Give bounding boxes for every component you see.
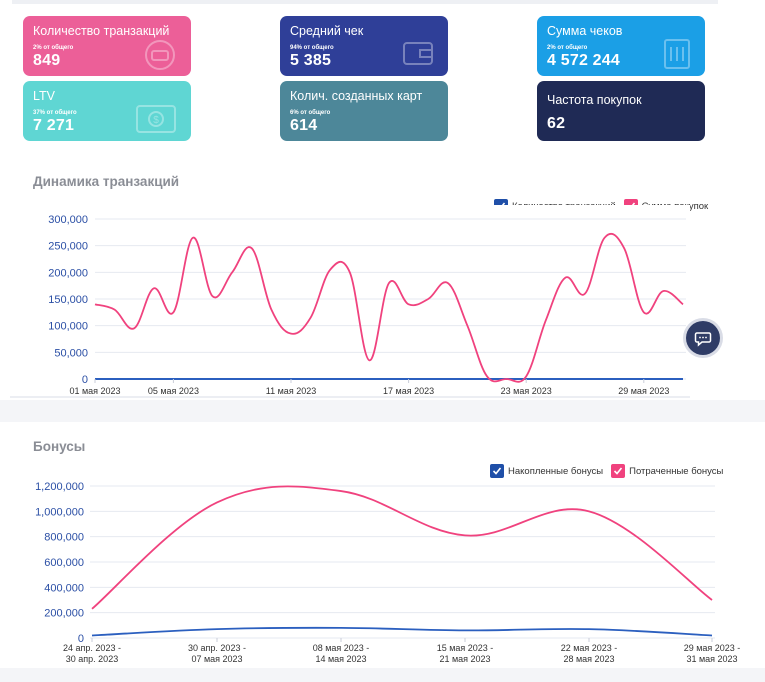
checkbox-checked-icon[interactable]: [611, 464, 626, 478]
x-tick-label: 17 мая 2023: [383, 386, 434, 396]
section-divider: [0, 400, 765, 422]
card-sub: 2% от общего: [547, 45, 588, 51]
x-tick-label: 30 апр. 2023 -: [188, 643, 246, 653]
x-tick-label: 22 мая 2023 -: [561, 643, 618, 653]
y-tick-label: 1,000,000: [35, 506, 84, 518]
card-title: Количество транзакций: [33, 24, 170, 38]
legend-label: Накопленные бонусы: [508, 465, 604, 477]
y-tick-label: 0: [78, 633, 84, 645]
svg-text:$: $: [153, 115, 159, 126]
card-title: Средний чек: [290, 24, 364, 38]
card-sub: 2% от общего: [33, 45, 74, 51]
x-tick-label: 30 апр. 2023: [66, 654, 118, 664]
x-tick-label: 29 мая 2023 -: [684, 643, 741, 653]
card-purchase-frequency[interactable]: Частота покупок 62: [537, 81, 705, 141]
y-tick-label: 50,000: [54, 347, 88, 359]
money-icon: $: [136, 105, 176, 133]
x-tick-label: 07 мая 2023: [191, 654, 242, 664]
card-cards-created[interactable]: Колич. созданных карт 6% от общего 614: [280, 81, 448, 141]
x-tick-label: 24 апр. 2023 -: [63, 643, 121, 653]
series-line-1: [94, 233, 684, 383]
y-tick-label: 150,000: [48, 294, 88, 306]
card-ltv[interactable]: LTV 37% от общего 7 271 $: [23, 81, 191, 141]
x-tick-label: 23 мая 2023: [501, 386, 552, 396]
y-tick-label: 200,000: [48, 267, 88, 279]
wallet-icon: [403, 42, 433, 65]
card-value: 7 271: [33, 117, 75, 134]
card-sub: 94% от общего: [290, 45, 334, 51]
x-tick-label: 29 мая 2023: [618, 386, 669, 396]
x-tick-label: 08 мая 2023 -: [313, 643, 370, 653]
card-title: Колич. созданных карт: [290, 89, 423, 103]
card-title: Сумма чеков: [547, 24, 623, 38]
card-icon: [145, 40, 175, 70]
transactions-chart: 300,000 250,000 200,000 150,000 100,000 50,00…: [10, 205, 690, 400]
card-value: 5 385: [290, 52, 332, 69]
legend-item-spent[interactable]: Потраченные бонусы: [611, 464, 723, 478]
card-avg-check[interactable]: Средний чек 94% от общего 5 385: [280, 16, 448, 76]
y-tick-label: 0: [82, 374, 88, 386]
card-title: Частота покупок: [547, 93, 642, 107]
x-tick-label: 31 мая 2023: [686, 654, 737, 664]
card-transactions[interactable]: Количество транзакций 2% от общего 849: [23, 16, 191, 76]
card-value: 849: [33, 52, 61, 69]
x-tick-label: 05 мая 2023: [148, 386, 199, 396]
y-tick-label: 300,000: [48, 214, 88, 226]
card-sub: 37% от общего: [33, 110, 77, 116]
bonuses-title: Бонусы: [33, 439, 86, 454]
safe-icon: [664, 39, 690, 69]
transactions-title: Динамика транзакций: [33, 174, 180, 189]
card-sub: 6% от общего: [290, 110, 331, 116]
checkbox-checked-icon[interactable]: [490, 464, 504, 478]
x-tick-label: 21 мая 2023: [439, 654, 490, 664]
series-line-0: [91, 626, 713, 637]
x-tick-label: 01 мая 2023: [69, 386, 120, 396]
y-tick-label: 100,000: [48, 321, 88, 333]
y-tick-label: 250,000: [48, 241, 88, 253]
legend-label: Потраченные бонусы: [629, 465, 724, 477]
card-title: LTV: [33, 89, 55, 103]
chart-background: [10, 205, 690, 400]
x-tick-label: 14 мая 2023: [315, 654, 366, 664]
bottom-divider: [0, 668, 765, 682]
y-tick-label: 400,000: [44, 582, 84, 594]
legend-item-accumulated[interactable]: Накопленные бонусы: [490, 464, 603, 478]
x-tick-label: 15 мая 2023 -: [437, 643, 494, 653]
y-tick-label: 800,000: [44, 532, 84, 544]
y-tick-label: 1,200,000: [35, 481, 84, 493]
chat-button[interactable]: [686, 321, 720, 355]
x-tick-label: 28 мая 2023: [563, 654, 614, 664]
y-tick-label: 200,000: [44, 608, 84, 620]
y-tick-label: 600,000: [44, 557, 84, 569]
bonuses-chart: 1,200,000 1,000,000 800,000 600,000 400,000 2…: [35, 481, 741, 664]
x-tick-label: 11 мая 2023: [266, 386, 316, 396]
top-divider: [12, 0, 718, 4]
chat-icon: [694, 332, 712, 347]
card-value: 4 572 244: [547, 52, 620, 69]
card-value: 614: [290, 117, 318, 134]
bonuses-legend: Накопленные бонусы Потраченные бонусы: [482, 464, 723, 478]
card-sum-checks[interactable]: Сумма чеков 2% от общего 4 572 244: [537, 16, 705, 76]
card-value: 62: [547, 115, 566, 132]
series-line-1: [91, 485, 713, 610]
